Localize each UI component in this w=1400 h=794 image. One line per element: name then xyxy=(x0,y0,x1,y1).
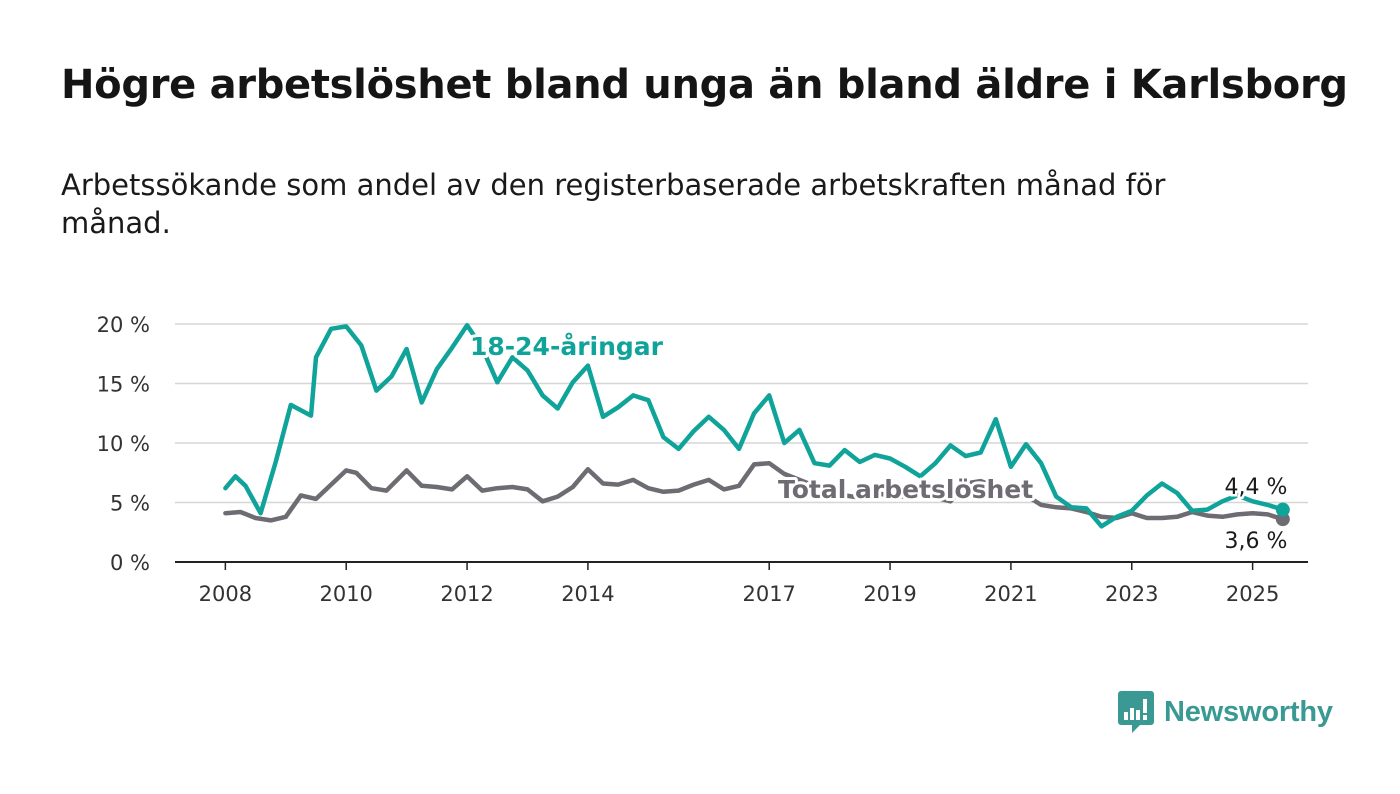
x-tick-label: 2008 xyxy=(199,582,252,606)
x-tick-label: 2017 xyxy=(742,582,795,606)
x-tick-label: 2019 xyxy=(863,582,916,606)
y-tick-label: 10 % xyxy=(97,432,150,456)
newsworthy-logo: Newsworthy xyxy=(1118,690,1333,734)
series-end-dot xyxy=(1275,502,1290,517)
end-value-youth: 4,4 % xyxy=(1225,475,1288,500)
series-line-youth xyxy=(223,322,1286,529)
bar-chart-speech-bubble-icon xyxy=(1118,691,1154,733)
series-label-total: Total arbetslöshet xyxy=(778,475,1033,504)
y-axis-ticks: 0 % 5 % 10 % 15 % 20 % xyxy=(97,313,150,575)
end-value-total: 3,6 % xyxy=(1225,529,1288,554)
y-tick-label: 5 % xyxy=(110,492,150,516)
y-tick-label: 15 % xyxy=(97,373,150,397)
brand-name: Newsworthy xyxy=(1164,695,1333,728)
series-line-total xyxy=(223,460,1286,523)
x-tick-label: 2025 xyxy=(1226,582,1279,606)
gridlines xyxy=(175,323,1308,563)
series-label-youth: 18-24-åringar xyxy=(470,332,664,361)
x-tick-label: 2012 xyxy=(440,582,493,606)
x-tick-label: 2021 xyxy=(984,582,1037,606)
y-tick-label: 20 % xyxy=(97,313,150,337)
x-tick-label: 2014 xyxy=(561,582,614,606)
chart-title: Högre arbetslöshet bland unga än bland ä… xyxy=(61,62,1348,108)
chart-subtitle: Arbetssökande som andel av den registerb… xyxy=(61,168,1166,240)
series-labels: 18-24-åringar Total arbetslöshet 4,4 % 3,6 … xyxy=(467,329,1290,557)
x-tick-label: 2010 xyxy=(319,582,372,606)
x-tick-label: 2023 xyxy=(1105,582,1158,606)
y-tick-label: 0 % xyxy=(110,551,150,575)
x-axis-ticks: 2008 2010 2012 2014 2017 2019 2021 2023 2025 xyxy=(199,562,1279,606)
series-lines xyxy=(223,322,1290,529)
